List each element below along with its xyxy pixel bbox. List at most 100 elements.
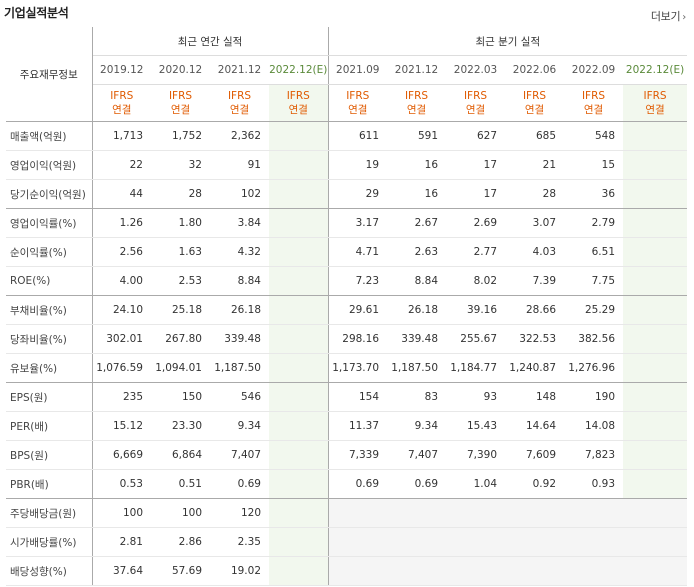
accounting-standard: IFRS 연결 xyxy=(623,84,688,122)
table-cell: 7,609 xyxy=(505,440,565,470)
table-cell: 120 xyxy=(210,498,269,528)
table-cell: 339.48 xyxy=(210,324,269,354)
standard-line-1: IFRS xyxy=(346,90,370,102)
table-cell: 1,752 xyxy=(151,121,210,151)
standard-line-1: IFRS xyxy=(404,90,429,102)
more-label[interactable]: 더보기 xyxy=(650,10,681,23)
row-label: 배당성향(%) xyxy=(6,556,93,586)
table-cell xyxy=(269,469,329,499)
table-row: EPS(원) 235 150 546 154 83 93 148 190 xyxy=(6,382,688,412)
table-row: 부채비율(%) 24.10 25.18 26.18 29.61 26.18 39.16 28.… xyxy=(6,295,688,325)
table-cell xyxy=(269,208,329,238)
table-cell: 7,407 xyxy=(387,440,447,470)
row-label: 시가배당률(%) xyxy=(6,527,93,557)
table-cell xyxy=(623,208,688,238)
period-header: 2022.03 xyxy=(446,55,506,85)
more-link[interactable]: 더보기 › xyxy=(651,8,686,24)
table-cell xyxy=(623,440,688,470)
table-cell: 100 xyxy=(92,498,151,528)
table-row: 배당성향(%) 37.64 57.69 19.02 xyxy=(6,556,688,586)
table-cell xyxy=(623,237,688,267)
standard-line-2: 연결 xyxy=(170,104,191,116)
table-cell: 9.34 xyxy=(210,411,269,441)
table-cell: 15 xyxy=(564,150,624,180)
row-label: 순이익률(%) xyxy=(6,237,93,267)
table-row: 시가배당률(%) 2.81 2.86 2.35 xyxy=(6,527,688,557)
table-cell: 24.10 xyxy=(92,295,151,325)
section-title: 기업실적분석 xyxy=(4,6,69,20)
table-cell: 255.67 xyxy=(446,324,506,354)
table-cell: 2.86 xyxy=(151,527,210,557)
table-cell: 548 xyxy=(564,121,624,151)
accounting-standard: IFRS 연결 xyxy=(151,84,210,122)
table-cell: 0.53 xyxy=(92,469,151,499)
table-cell xyxy=(446,556,506,586)
table-cell: 39.16 xyxy=(446,295,506,325)
table-cell: 0.69 xyxy=(328,469,388,499)
table-row: 영업이익률(%) 1.26 1.80 3.84 3.17 2.67 2.69 3.07 2.79 xyxy=(6,208,688,238)
table-cell xyxy=(623,150,688,180)
table-cell xyxy=(564,527,624,557)
table-cell xyxy=(269,295,329,325)
table-cell: 322.53 xyxy=(505,324,565,354)
table-cell: 28 xyxy=(505,179,565,209)
table-cell xyxy=(623,353,688,383)
table-cell: 22 xyxy=(92,150,151,180)
table-cell: 302.01 xyxy=(92,324,151,354)
table-cell: 1.04 xyxy=(446,469,506,499)
standard-line-1: IFRS xyxy=(643,90,667,102)
standard-line-2: 연결 xyxy=(465,104,486,116)
table-cell xyxy=(623,324,688,354)
table-row: BPS(원) 6,669 6,864 7,407 7,339 7,407 7,390 7,60… xyxy=(6,440,688,470)
table-cell: 7.39 xyxy=(505,266,565,296)
table-cell: 7,823 xyxy=(564,440,624,470)
table-cell xyxy=(269,411,329,441)
standard-line-2: 연결 xyxy=(406,104,427,116)
table-cell: 1,187.50 xyxy=(210,353,269,383)
table-cell: 29 xyxy=(328,179,388,209)
table-cell: 0.69 xyxy=(210,469,269,499)
financial-table: 주요재무정보 최근 연간 실적 최근 분기 실적 2019.12 2020.12 2… xyxy=(6,27,688,586)
table-cell: 591 xyxy=(387,121,447,151)
table-cell: 7.23 xyxy=(328,266,388,296)
standard-line-1: IFRS xyxy=(110,90,134,102)
table-cell xyxy=(269,527,329,557)
period-header: 2020.12 xyxy=(151,55,210,85)
table-cell: 25.29 xyxy=(564,295,624,325)
table-cell: 15.43 xyxy=(446,411,506,441)
standard-line-2: 연결 xyxy=(348,104,368,116)
row-label: PER(배) xyxy=(6,411,93,441)
standard-line-1: IFRS xyxy=(463,90,488,102)
table-cell: 7,339 xyxy=(328,440,388,470)
quarter-group-header: 최근 분기 실적 xyxy=(328,27,688,56)
table-cell: 0.51 xyxy=(151,469,210,499)
table-cell: 4.71 xyxy=(328,237,388,267)
table-cell xyxy=(564,556,624,586)
table-cell xyxy=(269,150,329,180)
standard-line-2: 연결 xyxy=(288,104,308,116)
row-label: 유보율(%) xyxy=(6,353,93,383)
accounting-standard: IFRS 연결 xyxy=(505,84,565,122)
table-cell: 1,076.59 xyxy=(92,353,151,383)
table-cell: 26.18 xyxy=(210,295,269,325)
table-cell: 1,187.50 xyxy=(387,353,447,383)
row-label: ROE(%) xyxy=(6,266,93,296)
table-cell: 339.48 xyxy=(387,324,447,354)
table-cell: 298.16 xyxy=(328,324,388,354)
standard-line-1: IFRS xyxy=(227,90,252,102)
table-cell xyxy=(446,527,506,557)
table-cell: 3.17 xyxy=(328,208,388,238)
table-cell: 19 xyxy=(328,150,388,180)
table-cell: 2,362 xyxy=(210,121,269,151)
table-cell: 36 xyxy=(564,179,624,209)
table-cell xyxy=(269,498,329,528)
table-cell: 17 xyxy=(446,150,506,180)
accounting-standard: IFRS 연결 xyxy=(92,84,151,122)
table-cell: 17 xyxy=(446,179,506,209)
table-cell: 44 xyxy=(92,179,151,209)
table-cell: 1.26 xyxy=(92,208,151,238)
accounting-standard: IFRS 연결 xyxy=(328,84,388,122)
table-cell: 8.02 xyxy=(446,266,506,296)
table-cell: 100 xyxy=(151,498,210,528)
table-cell: 546 xyxy=(210,382,269,412)
